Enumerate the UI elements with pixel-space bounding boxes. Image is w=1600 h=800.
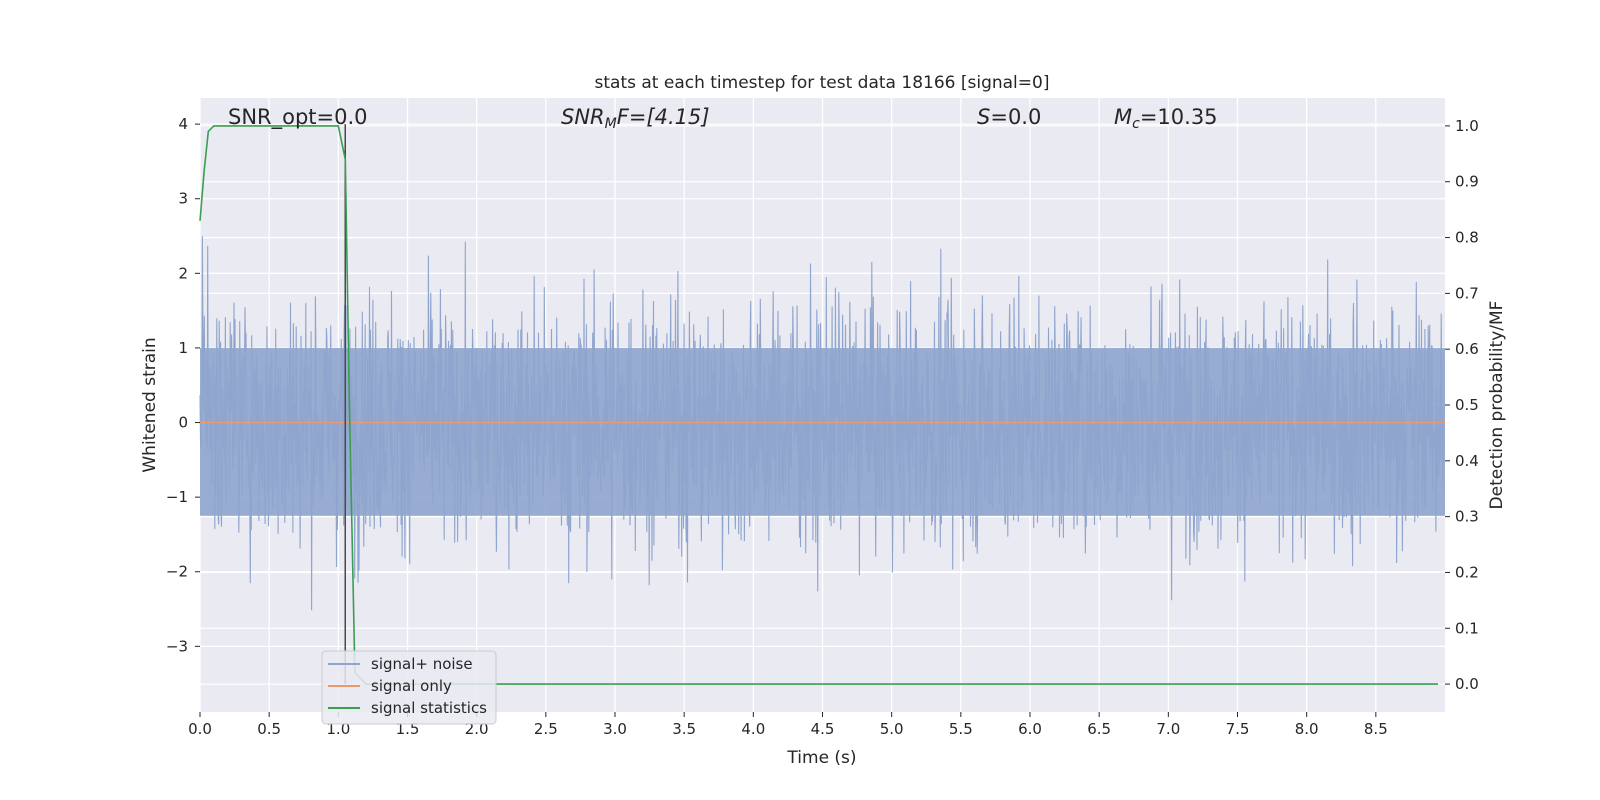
y-right-tick-label: 1.0	[1455, 117, 1479, 135]
series-signal-plus-noise	[199, 236, 1446, 611]
y-right-tick-label: 0.2	[1455, 563, 1479, 581]
annotation-s: S=0.0	[977, 105, 1041, 129]
legend-label-signal: signal only	[371, 677, 452, 695]
y-tick-label: 2	[178, 264, 188, 282]
annotation-snr-mf-rest: F=[4.15]	[617, 105, 710, 129]
y-right-tick-label: 0.7	[1455, 284, 1479, 302]
legend-label-stats: signal statistics	[371, 699, 487, 717]
y-right-tick-label: 0.1	[1455, 619, 1479, 637]
annotation-snr-mf-main: SNR	[561, 105, 605, 129]
y-right-tick-label: 0.3	[1455, 508, 1479, 526]
x-tick-label: 8.5	[1364, 720, 1388, 738]
x-tick-label: 4.5	[811, 720, 835, 738]
x-tick-label: 7.0	[1156, 720, 1180, 738]
annotation-snr-mf-sub: M	[605, 116, 617, 132]
y-right-tick-label: 0.0	[1455, 675, 1479, 693]
annotation-mc-sub: c	[1132, 116, 1140, 132]
y-tick-label: −2	[166, 563, 188, 581]
x-axis-label: Time (s)	[786, 748, 856, 768]
x-tick-label: 3.5	[672, 720, 696, 738]
x-tick-label: 6.5	[1087, 720, 1111, 738]
y-tick-label: −3	[166, 637, 188, 655]
y-axis-ticks: 4 3 2 1 0 −1 −2 −3	[166, 115, 200, 655]
x-axis-ticks: 0.0 0.5 1.0 1.5 2.0 2.5 3.0 3.5 4.0 4.5 5.0 5.5 6.0 6…	[188, 712, 1388, 738]
y-right-tick-label: 0.5	[1455, 396, 1479, 414]
annotation-snr-mf: SNRMF=[4.15]	[561, 105, 710, 132]
y-tick-label: 3	[178, 190, 188, 208]
x-tick-label: 4.0	[741, 720, 765, 738]
noise-dense-band	[200, 347, 1445, 516]
y-tick-label: 4	[178, 115, 188, 133]
x-tick-label: 0.0	[188, 720, 212, 738]
legend: signal+ noise signal only signal statist…	[321, 650, 497, 725]
annotation-mc-main: M	[1114, 105, 1132, 129]
x-tick-label: 5.0	[880, 720, 904, 738]
x-tick-label: 6.0	[1018, 720, 1042, 738]
x-tick-label: 2.5	[534, 720, 558, 738]
annotation-s-rest: =0.0	[990, 105, 1041, 129]
x-tick-label: 5.5	[949, 720, 973, 738]
annotation-snr-opt: SNR_opt=0.0	[228, 105, 368, 130]
y-tick-label: 1	[178, 339, 188, 357]
legend-label-noise: signal+ noise	[371, 655, 473, 673]
y-right-axis-label: Detection probability/MF	[1487, 301, 1507, 510]
y-right-axis-ticks: 1.0 0.9 0.8 0.7 0.6 0.5 0.4 0.3 0.2 0.1 0.0	[1445, 117, 1479, 693]
legend-box	[321, 650, 497, 725]
y-right-tick-label: 0.4	[1455, 452, 1479, 470]
y-axis-label: Whitened strain	[140, 337, 160, 472]
y-right-tick-label: 0.6	[1455, 340, 1479, 358]
y-tick-label: −1	[166, 488, 188, 506]
x-tick-label: 7.5	[1226, 720, 1250, 738]
x-tick-label: 0.5	[257, 720, 281, 738]
x-tick-label: 8.0	[1295, 720, 1319, 738]
x-tick-label: 3.0	[603, 720, 627, 738]
y-right-tick-label: 0.9	[1455, 173, 1479, 191]
y-right-tick-label: 0.8	[1455, 229, 1479, 247]
y-tick-label: 0	[178, 414, 188, 432]
annotation-mc-rest: =10.35	[1140, 105, 1218, 129]
annotation-mc: Mc=10.35	[1114, 105, 1218, 132]
annotation-s-main: S	[977, 105, 990, 129]
chart-title: stats at each timestep for test data 181…	[595, 73, 1050, 93]
series-signal-statistics	[199, 125, 1439, 685]
